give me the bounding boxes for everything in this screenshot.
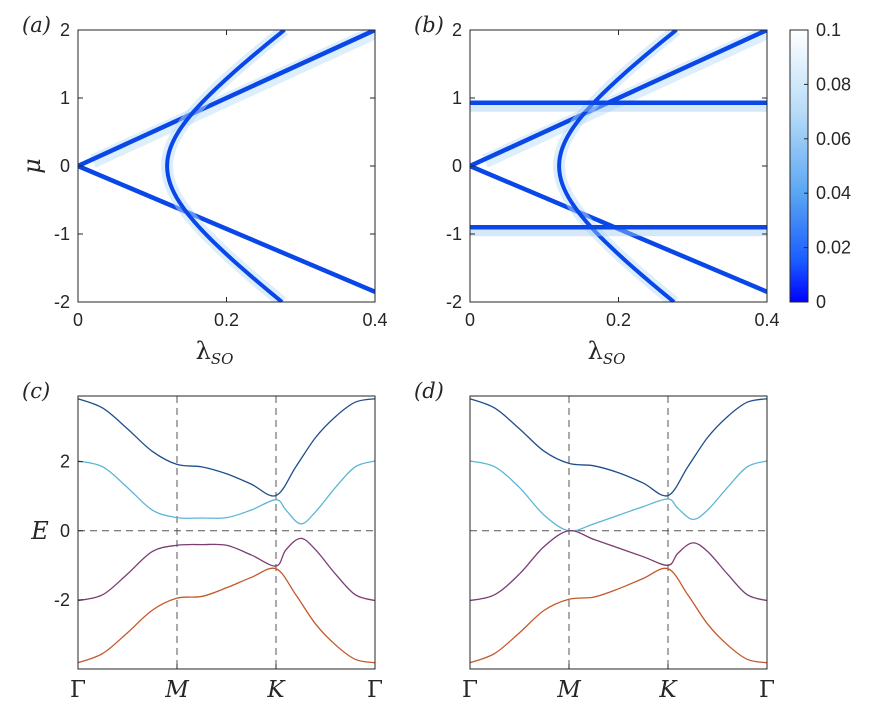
colorbar: 0.1 0.08 0.06 0.04 0.02 0: [789, 20, 851, 312]
xtick-label: Γ: [70, 677, 86, 703]
hline-halo-3: [470, 101, 767, 112]
colorbar-tick-label: 0.08: [816, 74, 851, 94]
xtick-label: Γ: [367, 677, 383, 703]
ytick-label: 0: [452, 156, 462, 176]
ytick-label: 0: [60, 156, 70, 176]
panel-label: (d): [414, 379, 444, 403]
colorbar-tick-label: 0.06: [816, 129, 851, 149]
ytick-label: 2: [60, 452, 70, 472]
hline-halo-4: [470, 226, 767, 237]
band-1: [469, 398, 768, 497]
axes-frame: [469, 395, 768, 670]
band-1: [77, 398, 376, 497]
band-4: [469, 567, 768, 664]
xtick-label: K: [658, 677, 678, 703]
panel-c: Γ M K Γ 2 0 -2 E (c): [22, 379, 383, 703]
y-axis-label: μ: [18, 158, 46, 174]
xtick-label: Γ: [462, 677, 478, 703]
xtick-label: 0: [465, 310, 475, 330]
xtick-label: K: [266, 677, 286, 703]
panel-d: Γ M K Γ (d): [414, 379, 775, 703]
colorbar-tick-label: 0.02: [816, 238, 851, 258]
xtick-label: 0.4: [362, 310, 387, 330]
ytick-label: -2: [446, 292, 462, 312]
band-2: [77, 460, 376, 525]
band-2: [469, 460, 768, 532]
band-4: [77, 567, 376, 664]
y-axis-label: E: [30, 517, 49, 545]
plot-content: [78, 30, 375, 302]
peak-line-1: [78, 163, 375, 295]
x-axis-label: λSO: [588, 337, 626, 368]
ytick-label: -2: [54, 292, 70, 312]
xtick-label: M: [164, 677, 190, 703]
colorbar-tick-label: 0.1: [816, 20, 841, 40]
band-3: [469, 530, 768, 602]
panel-label: (c): [22, 379, 50, 403]
axes-frame: [77, 395, 376, 670]
plot-area: [470, 396, 767, 669]
x-axis-label: λSO: [196, 337, 234, 368]
panel-label: (b): [414, 13, 444, 37]
plot-area: [78, 396, 375, 669]
peak-hyperbola: [165, 30, 286, 302]
colorbar-frame: [789, 29, 809, 303]
ytick-label: 2: [60, 20, 70, 40]
xtick-label: 0: [73, 310, 83, 330]
xtick-label: 0.2: [214, 310, 239, 330]
xtick-label: 0.4: [754, 310, 779, 330]
colorbar-gradient: [790, 30, 808, 302]
ytick-label: 1: [60, 88, 70, 108]
band-3: [77, 537, 376, 602]
panel-label: (a): [22, 13, 51, 37]
xtick-label: 0.2: [606, 310, 631, 330]
ytick-label: 2: [452, 20, 462, 40]
ytick-label: 1: [452, 88, 462, 108]
peak-line-0: [78, 30, 375, 169]
colorbar-tick-label: 0.04: [816, 183, 851, 203]
ytick-label: -1: [446, 224, 462, 244]
plot-content: [470, 30, 767, 302]
peak-line-0: [470, 30, 767, 169]
ytick-label: -1: [54, 224, 70, 244]
xtick-label: M: [556, 677, 582, 703]
colorbar-tick-label: 0: [816, 292, 826, 312]
ytick-label: 0: [60, 521, 70, 541]
ytick-label: -2: [54, 590, 70, 610]
peak-hyperbola: [557, 30, 678, 302]
xtick-label: Γ: [759, 677, 775, 703]
panel-a: 0 0.2 0.4 2 1 0 -1 -2 λSO μ (a): [18, 13, 388, 368]
panel-b: 0 0.2 0.4 2 1 0 -1 -2 λSO (b): [414, 13, 780, 368]
